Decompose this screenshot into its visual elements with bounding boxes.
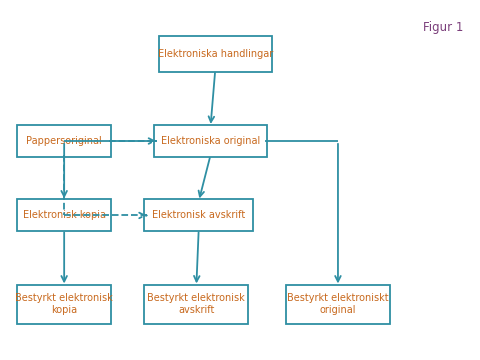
FancyBboxPatch shape	[286, 284, 390, 324]
FancyBboxPatch shape	[17, 125, 111, 157]
Text: Pappersoriginal: Pappersoriginal	[26, 136, 102, 146]
FancyBboxPatch shape	[154, 125, 267, 157]
Text: Figur 1: Figur 1	[423, 21, 463, 33]
FancyBboxPatch shape	[144, 284, 248, 324]
FancyBboxPatch shape	[17, 284, 111, 324]
Text: Bestyrkt elektroniskt
original: Bestyrkt elektroniskt original	[287, 293, 389, 315]
FancyBboxPatch shape	[144, 199, 253, 231]
Text: Elektroniska original: Elektroniska original	[161, 136, 260, 146]
Text: Elektronisk kopia: Elektronisk kopia	[23, 211, 106, 220]
Text: Elektronisk avskrift: Elektronisk avskrift	[152, 211, 245, 220]
Text: Bestyrkt elektronisk
kopia: Bestyrkt elektronisk kopia	[15, 293, 113, 315]
Text: Elektroniska handlingar: Elektroniska handlingar	[157, 49, 273, 59]
Text: Bestyrkt elektronisk
avskrift: Bestyrkt elektronisk avskrift	[147, 293, 245, 315]
FancyBboxPatch shape	[17, 199, 111, 231]
FancyBboxPatch shape	[158, 36, 272, 72]
